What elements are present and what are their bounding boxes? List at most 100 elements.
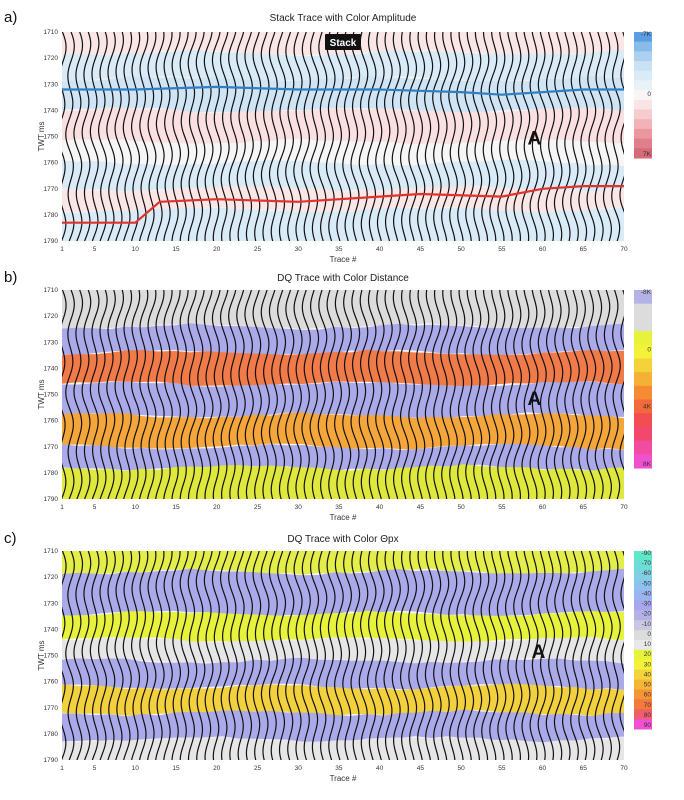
x-axis-label: Trace # bbox=[330, 255, 357, 264]
colorbar-swatch bbox=[634, 399, 652, 414]
trace-52 bbox=[472, 290, 483, 499]
trace-61 bbox=[545, 32, 556, 241]
colorbar-swatch bbox=[634, 41, 652, 52]
colorbar-swatch bbox=[634, 80, 652, 91]
trace-56 bbox=[504, 551, 515, 760]
trace-43 bbox=[399, 32, 409, 241]
trace-51 bbox=[464, 290, 475, 499]
trace-66 bbox=[586, 32, 597, 241]
annotation-A: A bbox=[532, 642, 546, 663]
horizon-line-1 bbox=[62, 85, 624, 96]
colorbar-swatch bbox=[634, 128, 652, 140]
y-tick-label: 1760 bbox=[44, 679, 59, 686]
colorbar-label: 7K bbox=[643, 151, 652, 158]
panel-3: c) DQ Trace with Color ΘpxA17101720173017… bbox=[4, 530, 652, 783]
y-tick-label: 1730 bbox=[44, 81, 59, 88]
trace-17 bbox=[187, 290, 198, 499]
trace-67 bbox=[594, 32, 605, 241]
x-tick-label: 45 bbox=[417, 504, 425, 511]
trace-39 bbox=[366, 32, 377, 241]
panel-label: a) bbox=[4, 9, 17, 26]
trace-58 bbox=[521, 551, 531, 760]
colorbar-swatch bbox=[634, 148, 652, 159]
x-tick-label: 70 bbox=[620, 765, 628, 772]
trace-56 bbox=[504, 290, 515, 499]
trace-37 bbox=[350, 32, 361, 241]
x-tick-label: 60 bbox=[539, 765, 547, 772]
y-tick-label: 1740 bbox=[44, 107, 59, 114]
trace-25 bbox=[252, 551, 262, 760]
x-tick-label: 15 bbox=[172, 246, 180, 253]
color-band bbox=[62, 290, 624, 330]
trace-38 bbox=[358, 290, 369, 499]
trace-63 bbox=[561, 32, 572, 241]
y-tick-label: 1770 bbox=[44, 705, 59, 712]
trace-42 bbox=[391, 32, 401, 241]
trace-49 bbox=[448, 551, 458, 760]
colorbar-label: -90 bbox=[642, 550, 652, 557]
trace-16 bbox=[179, 32, 190, 241]
colorbar-swatch bbox=[634, 344, 652, 359]
color-band bbox=[62, 349, 624, 387]
trace-18 bbox=[195, 290, 206, 499]
trace-69 bbox=[611, 32, 621, 241]
trace-54 bbox=[488, 551, 499, 760]
y-tick-label: 1750 bbox=[44, 653, 59, 660]
trace-16 bbox=[179, 290, 190, 499]
trace-26 bbox=[260, 290, 270, 499]
y-tick-label: 1740 bbox=[44, 365, 59, 372]
x-tick-label: 5 bbox=[93, 246, 97, 253]
colorbar-swatch bbox=[634, 560, 652, 572]
panel-title: DQ Trace with Color Θpx bbox=[287, 534, 398, 545]
trace-10 bbox=[130, 32, 141, 241]
panel-1: a) Stack Trace with Color Amplitude Stack A… bbox=[4, 9, 652, 264]
trace-48 bbox=[440, 32, 450, 241]
colorbar-swatch bbox=[634, 70, 652, 81]
trace-62 bbox=[553, 32, 564, 241]
stack-badge-label: Stack bbox=[330, 38, 357, 49]
trace-38 bbox=[358, 32, 369, 241]
colorbar-label: 80 bbox=[644, 712, 652, 719]
trace-54 bbox=[488, 32, 499, 241]
trace-56 bbox=[504, 32, 515, 241]
trace-14 bbox=[163, 32, 173, 241]
y-tick-label: 1780 bbox=[44, 470, 59, 477]
trace-37 bbox=[350, 551, 361, 760]
x-tick-label: 30 bbox=[295, 504, 303, 511]
y-tick-label: 1710 bbox=[44, 287, 59, 294]
trace-60 bbox=[537, 290, 547, 499]
y-tick-label: 1730 bbox=[44, 600, 59, 607]
trace-65 bbox=[578, 551, 589, 760]
colorbar-swatch bbox=[634, 699, 652, 710]
trace-46 bbox=[424, 551, 434, 760]
y-axis-label: TWT ms bbox=[37, 121, 46, 151]
annotation-A: A bbox=[528, 128, 542, 149]
trace-13 bbox=[155, 551, 165, 760]
x-tick-label: 40 bbox=[376, 246, 384, 253]
y-tick-label: 1740 bbox=[44, 626, 59, 633]
trace-44 bbox=[408, 551, 418, 760]
trace-49 bbox=[448, 32, 458, 241]
trace-40 bbox=[375, 32, 385, 241]
trace-21 bbox=[219, 551, 230, 760]
trace-62 bbox=[553, 290, 564, 499]
x-tick-label: 65 bbox=[580, 504, 588, 511]
stack-badge bbox=[325, 34, 361, 50]
colorbar-swatch bbox=[634, 640, 652, 651]
trace-25 bbox=[252, 290, 262, 499]
x-tick-label: 70 bbox=[620, 246, 628, 253]
y-axis-label: TWT ms bbox=[37, 640, 46, 670]
trace-24 bbox=[244, 32, 254, 241]
trace-57 bbox=[513, 290, 523, 499]
trace-52 bbox=[472, 32, 483, 241]
colorbar-swatch bbox=[634, 385, 652, 401]
x-tick-label: 55 bbox=[498, 765, 506, 772]
y-tick-label: 1720 bbox=[44, 313, 59, 320]
x-tick-label: 10 bbox=[132, 765, 140, 772]
trace-20 bbox=[211, 32, 222, 241]
colorbar-swatch bbox=[634, 99, 652, 111]
trace-68 bbox=[602, 290, 613, 499]
y-tick-label: 1790 bbox=[44, 757, 59, 764]
colorbar-swatch bbox=[634, 719, 652, 730]
colorbar-swatch bbox=[634, 689, 652, 700]
